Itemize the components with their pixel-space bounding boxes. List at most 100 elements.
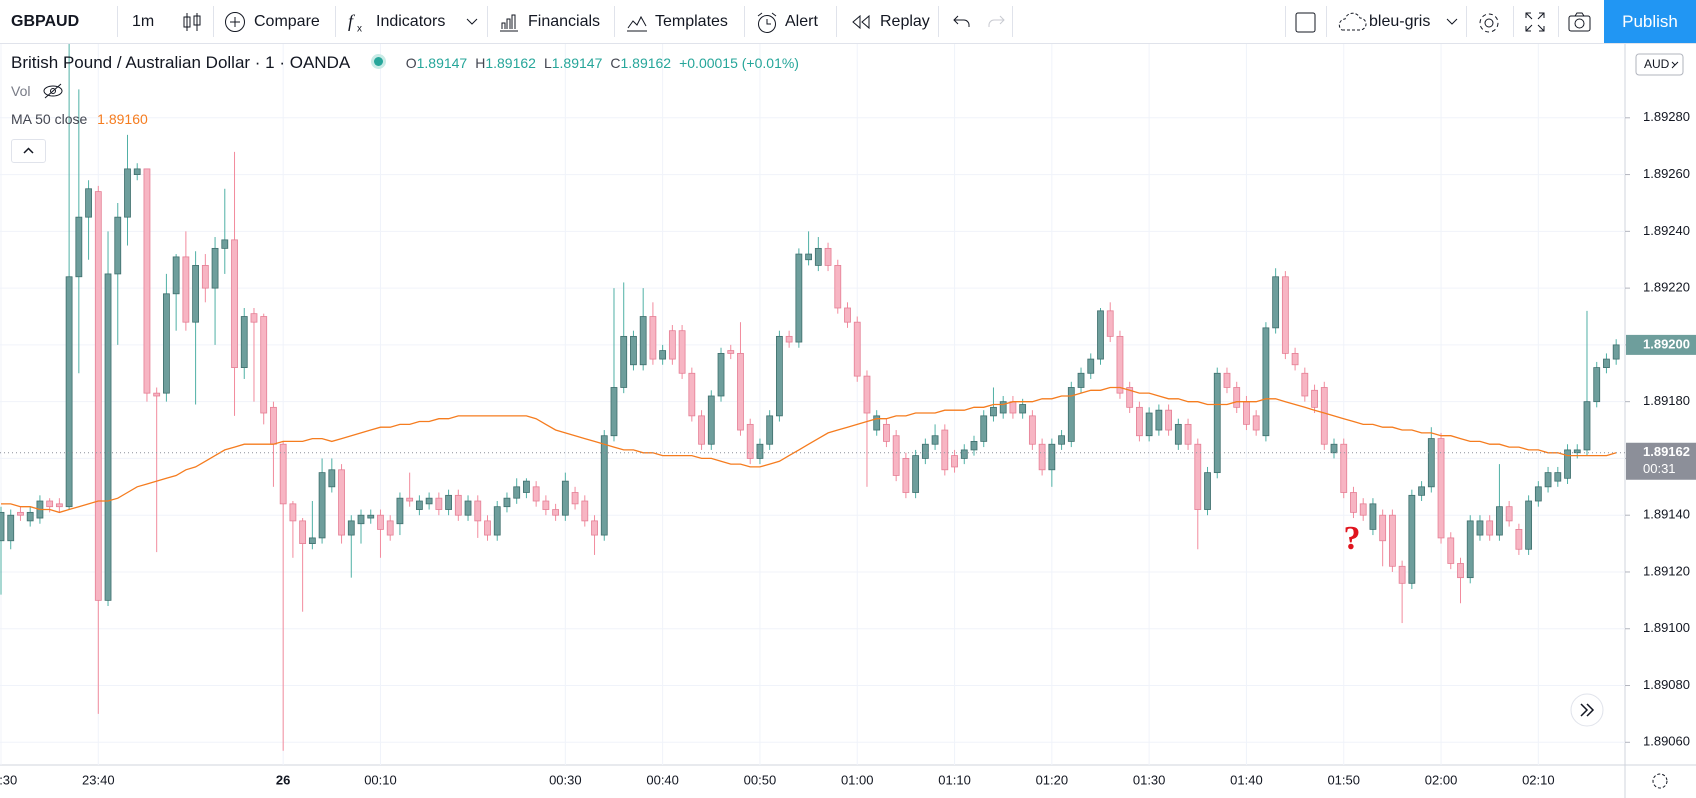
- replay-button[interactable]: Replay: [880, 13, 930, 30]
- separator: [1558, 6, 1559, 37]
- currency-box[interactable]: [1635, 53, 1684, 76]
- candle-body: [980, 415, 988, 442]
- alert-icon[interactable]: [755, 11, 779, 35]
- candle-body: [1155, 409, 1163, 431]
- legend-ma-value: 1.89160: [97, 111, 148, 127]
- compare-button[interactable]: Compare: [254, 13, 320, 30]
- candle-body: [1291, 353, 1299, 366]
- y-tick-label: 1.89220: [1643, 280, 1690, 295]
- legend-ma: MA 50 close: [11, 111, 88, 127]
- candle-body: [308, 537, 316, 544]
- legend-vol-row: Vol: [11, 83, 64, 99]
- legend-ohlc: O1.89147 H1.89162 L1.89147 C1.89162 +0.00015…: [406, 55, 799, 71]
- snapshot-icon[interactable]: [1567, 11, 1593, 33]
- x-tick-label: 00:10: [364, 772, 397, 787]
- candle-body: [1515, 528, 1523, 550]
- currency[interactable]: AUD: [1644, 57, 1670, 71]
- candle-body: [795, 253, 803, 343]
- candle-body: [1097, 310, 1104, 360]
- candle-body: [104, 273, 112, 601]
- fullscreen-icon[interactable]: [1524, 11, 1546, 33]
- candle-body: [65, 276, 73, 508]
- compare-icon[interactable]: [224, 11, 248, 33]
- candle-body: [688, 372, 696, 417]
- candle-body: [1447, 537, 1455, 564]
- legend-ohlc-part: 1.89162: [620, 55, 672, 71]
- legend-ohlc-part: C: [610, 55, 621, 71]
- candle-body: [951, 455, 958, 468]
- alert-button[interactable]: Alert: [785, 13, 818, 30]
- candle-body: [1418, 486, 1425, 496]
- financials-button[interactable]: Financials: [528, 13, 601, 30]
- candle-body: [493, 506, 501, 536]
- cloud-icon[interactable]: [1334, 11, 1368, 33]
- candle-body: [883, 423, 890, 442]
- countdown: 00:31: [1643, 461, 1676, 476]
- candle-body: [523, 480, 530, 493]
- candle-body: [221, 239, 229, 249]
- chevron[interactable]: [1446, 17, 1458, 27]
- candle-body: [201, 265, 209, 289]
- candle-icon[interactable]: [182, 11, 202, 33]
- financials-icon[interactable]: [498, 11, 520, 33]
- candle-body: [970, 441, 978, 451]
- candle-body: [182, 256, 190, 323]
- candle-body: [892, 435, 900, 476]
- price-tag-label: 1.89162: [1643, 444, 1690, 459]
- candle-body: [318, 472, 326, 539]
- indicators-button[interactable]: Indicators: [376, 13, 446, 30]
- interval[interactable]: 1m: [132, 13, 155, 30]
- candle-body: [552, 509, 560, 516]
- candle-body: [172, 256, 180, 295]
- candle-body: [746, 423, 754, 459]
- collapse-button[interactable]: [11, 139, 46, 163]
- y-tick-label: 1.89180: [1643, 393, 1690, 408]
- undo[interactable]: [952, 11, 972, 31]
- publish-button[interactable]: Publish: [1604, 0, 1696, 43]
- candle-body: [1437, 438, 1445, 539]
- candle-body: [55, 503, 63, 508]
- symbol[interactable]: GBPAUD: [11, 13, 80, 30]
- market-dot: [373, 57, 383, 66]
- candle-body: [328, 469, 336, 488]
- candle-body: [474, 500, 482, 522]
- y-tick-label: 1.89280: [1643, 109, 1690, 124]
- candle-body: [1350, 492, 1357, 513]
- y-tick-label: 1.89240: [1643, 223, 1690, 238]
- candle-body: [960, 449, 968, 459]
- x-tick-label: 23:40: [82, 772, 115, 787]
- redo[interactable]: [986, 11, 1006, 31]
- templates-icon[interactable]: [625, 11, 649, 33]
- hidden-icon[interactable]: [42, 83, 64, 99]
- x-tick-label: 01:10: [938, 772, 971, 787]
- settings-icon[interactable]: [1477, 11, 1501, 35]
- candle-body: [454, 494, 462, 516]
- candle-body: [46, 500, 54, 508]
- candle-body: [1369, 503, 1377, 530]
- candle-body: [1466, 520, 1474, 579]
- candle-body: [1272, 276, 1280, 329]
- candle-body: [1204, 472, 1211, 510]
- x-tick-label: 26: [276, 772, 290, 787]
- candle-body: [26, 511, 34, 522]
- templates-button[interactable]: Templates: [655, 13, 728, 30]
- candle-body: [231, 239, 238, 368]
- annotation: ?: [1344, 520, 1361, 557]
- candle-body: [1476, 520, 1484, 536]
- candle-body: [581, 500, 589, 522]
- layout-icon[interactable]: [1294, 11, 1318, 33]
- candle-body: [1593, 367, 1601, 403]
- candle-body: [1136, 406, 1143, 437]
- candle-body: [396, 497, 404, 525]
- candle-body: [1534, 486, 1542, 502]
- candle-body: [7, 514, 15, 542]
- x-tick-label: 02:10: [1522, 772, 1555, 787]
- chevron[interactable]: [466, 17, 478, 27]
- candle-body: [668, 330, 676, 360]
- candle-body: [1457, 563, 1464, 579]
- axis-settings[interactable]: [1652, 773, 1668, 789]
- replay-icon[interactable]: [850, 11, 872, 33]
- layout-name[interactable]: bleu-gris: [1369, 13, 1431, 30]
- candle-body: [707, 395, 715, 445]
